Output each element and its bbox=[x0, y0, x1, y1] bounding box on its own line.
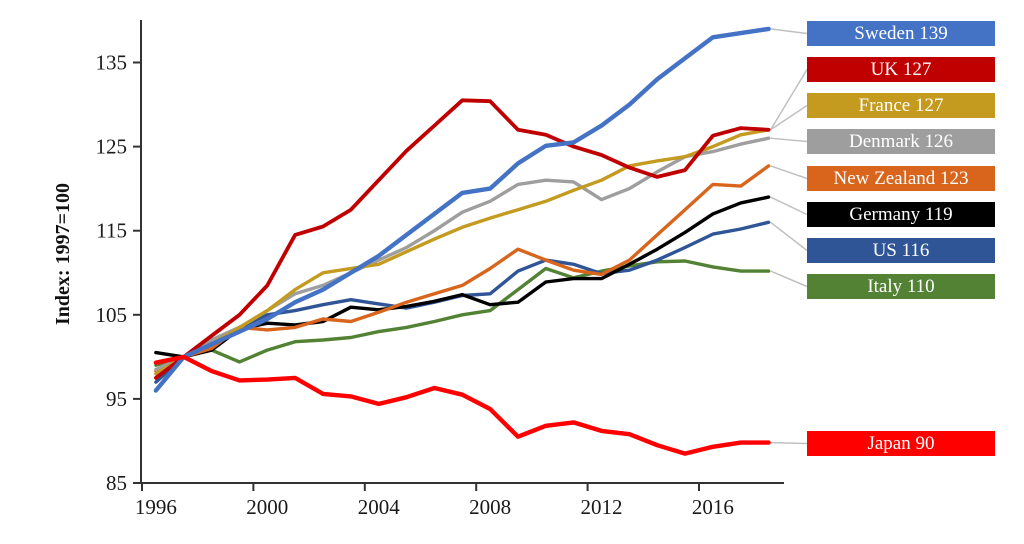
leader-lines bbox=[769, 28, 808, 445]
series-line-italy bbox=[154, 259, 771, 367]
leader-line-germany bbox=[770, 196, 808, 216]
y-tick-label-105: 105 bbox=[96, 303, 128, 327]
series-line-new-zealand bbox=[154, 164, 771, 373]
x-tick-label-2012: 2012 bbox=[581, 495, 623, 519]
leader-line-italy bbox=[770, 270, 808, 288]
leader-line-japan bbox=[770, 441, 808, 445]
legend-item-france: France 127 bbox=[807, 93, 995, 118]
series-lines bbox=[153, 26, 771, 456]
series-line-germany bbox=[154, 195, 771, 359]
y-tick-label-95: 95 bbox=[106, 387, 127, 411]
y-tick-label-135: 135 bbox=[96, 51, 128, 75]
axes: 85 95 105 115 125 135 1996 2000 2004 2008 2012 2016 bbox=[96, 20, 784, 519]
leader-line-sweden bbox=[770, 28, 808, 35]
legend-item-uk: UK 127 bbox=[807, 57, 995, 82]
y-tick-label-115: 115 bbox=[96, 219, 127, 243]
series-line-uk bbox=[153, 98, 771, 380]
y-tick-label-125: 125 bbox=[96, 135, 128, 159]
legend-item-sweden: Sweden 139 bbox=[807, 21, 995, 46]
x-tick-label-2000: 2000 bbox=[246, 495, 288, 519]
series-line-japan bbox=[153, 354, 771, 456]
x-tick-label-2008: 2008 bbox=[469, 495, 511, 519]
leader-line-france bbox=[770, 104, 808, 131]
leader-line-us bbox=[770, 221, 808, 252]
y-axis-title: Index: 1997=100 bbox=[52, 183, 74, 325]
leader-line-uk bbox=[769, 69, 808, 131]
series-line-sweden bbox=[153, 26, 771, 393]
leader-line-new-zealand bbox=[770, 165, 808, 180]
leader-line-denmark bbox=[770, 137, 808, 143]
legend-item-japan: Japan 90 bbox=[807, 431, 995, 456]
legend-item-us: US 116 bbox=[807, 238, 995, 263]
legend-item-denmark: Denmark 126 bbox=[807, 129, 995, 154]
y-tick-label-85: 85 bbox=[106, 471, 127, 495]
legend-item-italy: Italy 110 bbox=[807, 274, 995, 299]
legend-item-new-zealand: New Zealand 123 bbox=[807, 166, 995, 191]
legend-item-germany: Germany 119 bbox=[807, 202, 995, 227]
series-line-france bbox=[154, 128, 771, 376]
x-tick-label-1996: 1996 bbox=[135, 495, 177, 519]
x-tick-label-2016: 2016 bbox=[692, 495, 734, 519]
x-tick-label-2004: 2004 bbox=[358, 495, 401, 519]
